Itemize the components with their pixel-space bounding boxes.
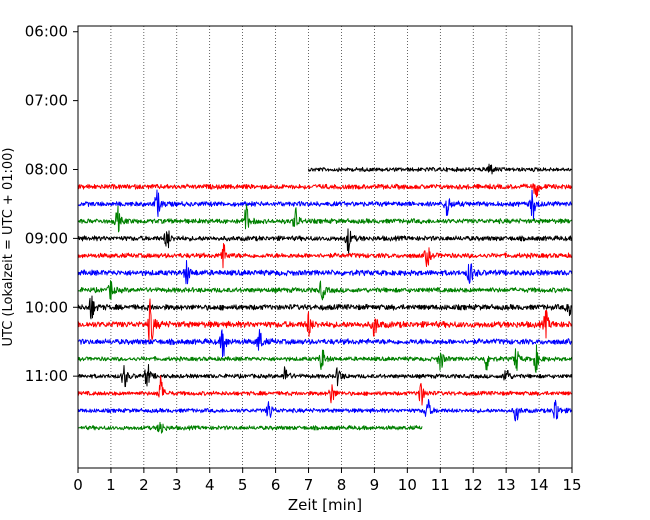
- x-tick-label: 8: [337, 476, 347, 494]
- seismogram-trace: [308, 163, 572, 175]
- plot-frame: [77, 25, 573, 469]
- seismogram-trace: [77, 421, 423, 434]
- seismogram-traces: [77, 163, 573, 434]
- y-tick-label: 08:00: [25, 161, 68, 179]
- x-tick-label: 9: [370, 476, 380, 494]
- y-tick-label: 10:00: [25, 298, 68, 316]
- x-tick-label: 0: [73, 476, 83, 494]
- grid-lines: [110, 26, 540, 468]
- x-axis-label: Zeit [min]: [288, 496, 362, 514]
- seismogram-trace: [77, 399, 573, 422]
- x-axis-ticks: 0 1 2 3 4 5 6 7 8 9 10 11 12 13 14 15: [73, 468, 582, 494]
- x-tick-label: 7: [304, 476, 314, 494]
- seismogram-trace: [77, 183, 573, 198]
- seismogram-trace: [77, 228, 573, 254]
- y-axis-label: UTC (Lokalzeit = UTC + 01:00): [1, 148, 16, 347]
- x-tick-label: 5: [238, 476, 248, 494]
- x-tick-label: 2: [139, 476, 149, 494]
- x-tick-label: 10: [398, 476, 417, 494]
- seismogram-trace: [77, 189, 573, 220]
- y-axis-ticks: 06:00 07:00 08:00 09:00 10:00 11:00: [25, 23, 78, 385]
- seismogram-trace: [77, 329, 573, 358]
- x-tick-label: 15: [562, 476, 581, 494]
- y-tick-label: 11:00: [25, 367, 68, 385]
- x-tick-label: 13: [497, 476, 516, 494]
- seismogram-trace: [77, 280, 573, 301]
- seismogram-trace: [77, 364, 573, 388]
- seismogram-trace: [77, 375, 573, 406]
- x-tick-label: 12: [464, 476, 483, 494]
- y-tick-label: 07:00: [25, 92, 68, 110]
- x-tick-label: 3: [172, 476, 182, 494]
- x-tick-label: 11: [431, 476, 450, 494]
- seismogram-trace: [77, 295, 573, 320]
- seismogram-trace: [77, 203, 573, 233]
- seismogram-trace: [77, 344, 573, 373]
- x-tick-label: 1: [106, 476, 116, 494]
- seismogram-trace: [77, 298, 573, 342]
- y-tick-label: 09:00: [25, 229, 68, 247]
- seismogram-trace: [77, 260, 573, 285]
- x-tick-label: 4: [205, 476, 215, 494]
- seismogram-trace: [77, 242, 573, 269]
- x-tick-label: 14: [530, 476, 549, 494]
- y-tick-label: 06:00: [25, 23, 68, 41]
- x-tick-label: 6: [271, 476, 281, 494]
